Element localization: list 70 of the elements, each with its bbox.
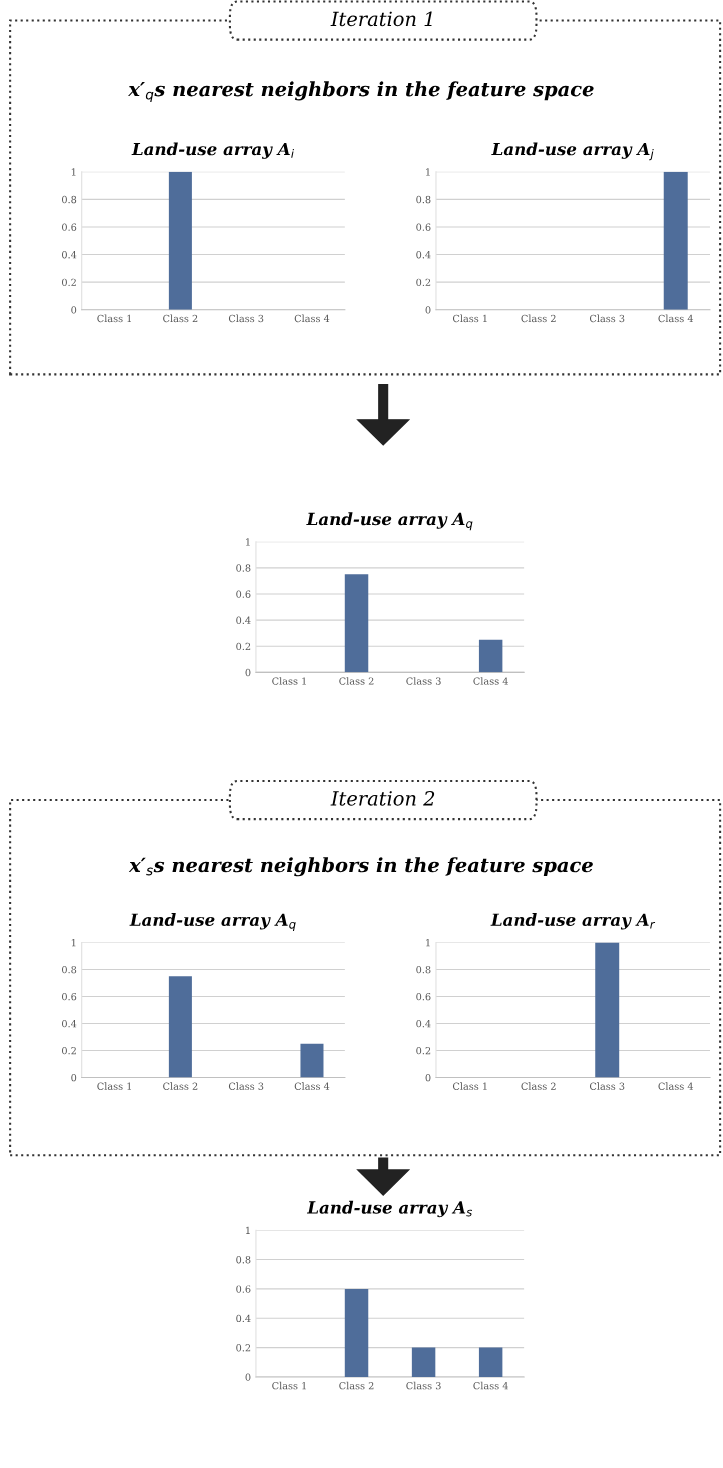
x-tick-label: Class 4 — [294, 1082, 330, 1090]
y-tick-label: 0 — [71, 1073, 77, 1082]
y-tick-label: 0.6 — [236, 1285, 251, 1293]
x-tick-label: Class 3 — [589, 1082, 625, 1090]
y-tick-label: 1 — [246, 538, 250, 546]
y-tick-label: 0.2 — [416, 278, 431, 286]
x-tick-label: Class 3 — [228, 1082, 264, 1090]
x-tick-label: Class 1 — [452, 1082, 487, 1090]
y-tick-label: 0.4 — [416, 1019, 431, 1028]
y-tick-label: 0.8 — [236, 564, 251, 572]
x-tick-label: Class 2 — [163, 1082, 198, 1090]
chart-title: Land-use array A$_{s}$ — [306, 1200, 472, 1218]
chart-title: Land-use array A$_{i}$ — [131, 142, 294, 159]
x-tick-label: Class 2 — [339, 1381, 374, 1390]
x-tick-label: Class 1 — [272, 1381, 306, 1390]
y-tick-label: 1 — [71, 168, 76, 176]
x-tick-label: Class 2 — [521, 314, 556, 323]
y-tick-label: 0.8 — [62, 965, 77, 974]
y-tick-label: 1 — [71, 938, 76, 947]
y-tick-label: 0.2 — [62, 1046, 76, 1055]
y-tick-label: 1 — [246, 1226, 250, 1234]
y-tick-label: 0.4 — [236, 1314, 251, 1323]
x-tick-label: Class 3 — [228, 314, 264, 323]
y-tick-label: 1 — [426, 168, 430, 176]
text: x′$_{s}$s nearest neighbors in the feature space — [128, 857, 593, 877]
x-tick-label: Class 1 — [97, 1082, 132, 1090]
x-tick-label: Class 2 — [339, 677, 374, 685]
text: x′$_{q}$s nearest neighbors in the feature space — [128, 81, 594, 103]
x-tick-label: Class 1 — [97, 314, 132, 323]
y-tick-label: 0.8 — [236, 1256, 251, 1264]
y-tick-label: 0.8 — [416, 195, 431, 204]
y-tick-label: 0 — [71, 306, 77, 314]
text: Iteration 2 — [330, 790, 435, 806]
y-tick-label: 0.6 — [62, 992, 77, 1001]
x-tick-label: Class 4 — [658, 314, 694, 323]
x-tick-label: Class 4 — [658, 1082, 694, 1090]
x-tick-label: Class 2 — [521, 1082, 556, 1090]
y-tick-label: 0.2 — [62, 278, 76, 286]
x-tick-label: Class 4 — [294, 314, 330, 323]
chart-title: Land-use array A$_{r}$ — [490, 913, 656, 930]
x-tick-label: Class 3 — [406, 1381, 441, 1390]
y-tick-label: 0.8 — [62, 195, 77, 204]
y-tick-label: 0.2 — [236, 642, 251, 651]
y-tick-label: 0.6 — [62, 223, 77, 231]
y-tick-label: 0.4 — [236, 616, 251, 624]
y-tick-label: 0 — [425, 1073, 431, 1082]
text: Iteration 1 — [330, 11, 432, 27]
x-tick-label: Class 3 — [589, 314, 625, 323]
y-tick-label: 0 — [245, 1373, 251, 1381]
y-tick-label: 0.6 — [416, 223, 431, 231]
chart-title: Land-use array A$_{j}$ — [491, 142, 654, 161]
x-tick-label: Class 4 — [473, 1381, 508, 1390]
y-tick-label: 0.2 — [416, 1046, 431, 1055]
chart-title: Land-use array A$_{q}$ — [306, 512, 473, 531]
y-tick-label: 0.8 — [416, 965, 431, 974]
y-tick-label: 0 — [425, 306, 431, 314]
y-tick-label: 1 — [426, 938, 430, 947]
x-tick-label: Class 1 — [272, 677, 306, 685]
y-tick-label: 0 — [245, 668, 251, 677]
y-tick-label: 0.6 — [236, 590, 251, 598]
y-tick-label: 0.6 — [416, 992, 431, 1001]
y-tick-label: 0.2 — [236, 1344, 251, 1352]
chart-title: Land-use array A$_{q}$ — [129, 913, 296, 931]
x-tick-label: Class 2 — [163, 314, 198, 323]
x-tick-label: Class 4 — [473, 677, 508, 685]
y-tick-label: 0.4 — [416, 251, 431, 259]
x-tick-label: Class 3 — [406, 677, 441, 685]
y-tick-label: 0.4 — [62, 1019, 77, 1028]
x-tick-label: Class 1 — [452, 314, 487, 323]
y-tick-label: 0.4 — [62, 251, 77, 259]
